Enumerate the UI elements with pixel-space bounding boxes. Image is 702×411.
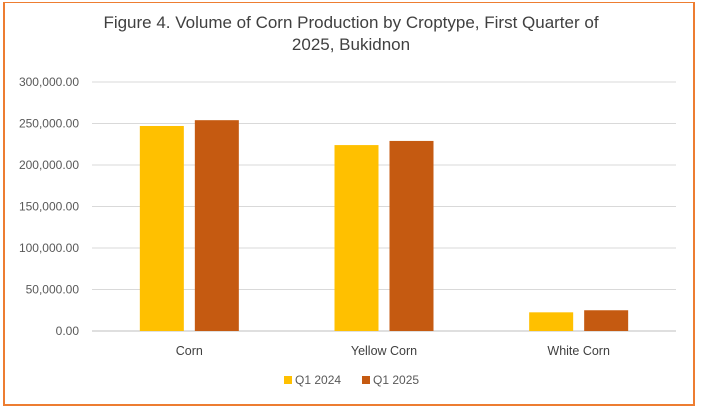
x-category-label: Yellow Corn — [351, 344, 417, 358]
y-tick-label: 300,000.00 — [19, 75, 79, 89]
legend-swatch — [284, 376, 292, 384]
chart-title: Figure 4. Volume of Corn Production by C… — [0, 12, 702, 56]
bar — [529, 312, 574, 331]
legend-swatch — [362, 376, 370, 384]
y-tick-label: 0.00 — [56, 324, 80, 338]
chart-title-line-1: Figure 4. Volume of Corn Production by C… — [103, 13, 599, 32]
legend-label: Q1 2024 — [295, 373, 341, 387]
x-category-label: White Corn — [547, 344, 610, 358]
y-tick-label: 50,000.00 — [26, 283, 80, 297]
bar — [334, 145, 379, 331]
chart-title-line-2: 2025, Bukidnon — [291, 35, 411, 54]
bar — [389, 140, 434, 331]
y-tick-label: 250,000.00 — [19, 117, 79, 131]
y-tick-label: 200,000.00 — [19, 158, 79, 172]
bar — [584, 310, 629, 331]
legend-label: Q1 2025 — [373, 373, 419, 387]
y-tick-label: 150,000.00 — [19, 200, 79, 214]
x-category-label: Corn — [176, 344, 203, 358]
y-tick-label: 100,000.00 — [19, 241, 79, 255]
bar — [194, 120, 239, 332]
bar — [139, 125, 184, 332]
